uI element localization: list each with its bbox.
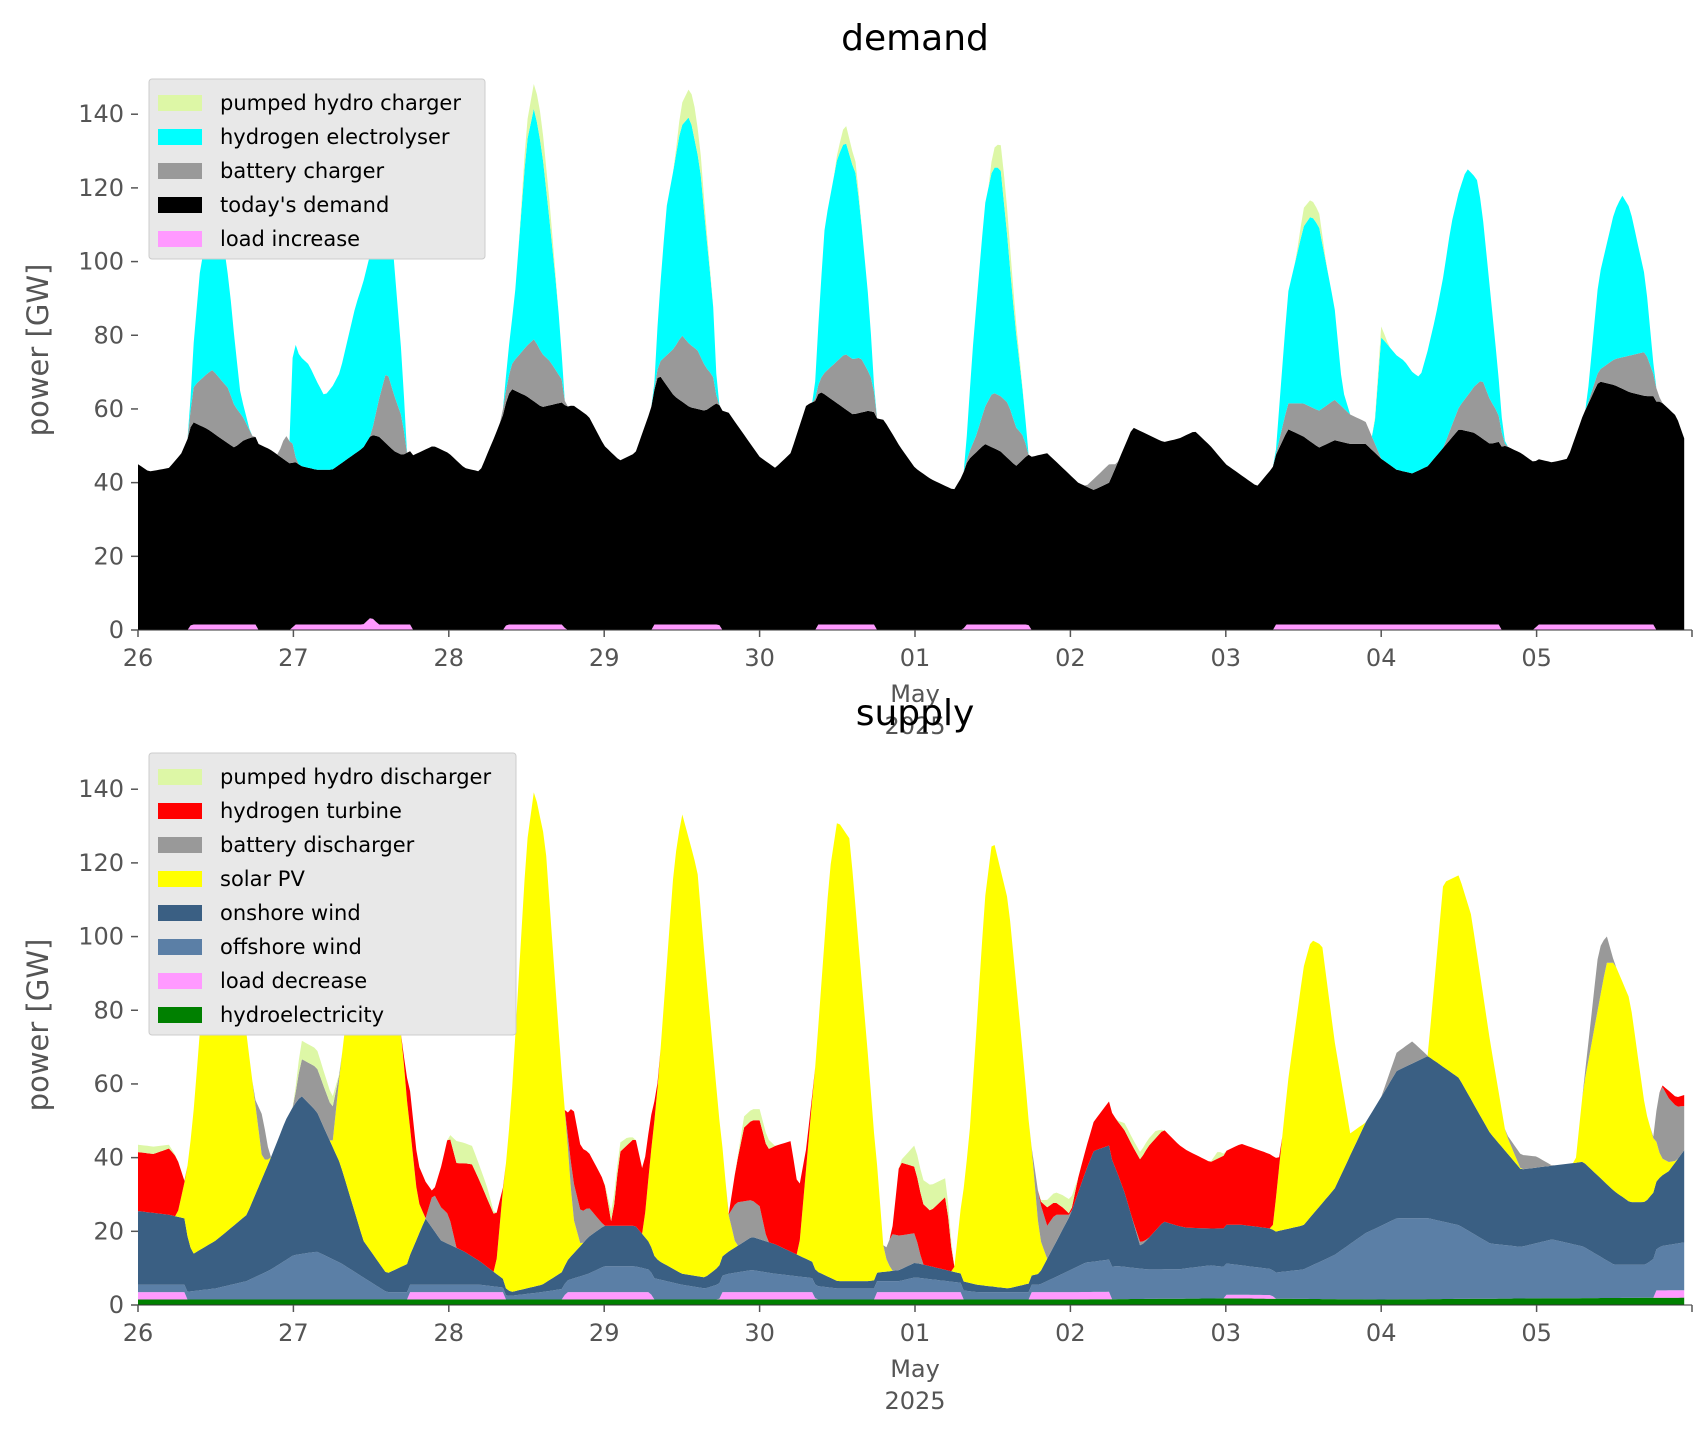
y-tick-label: 120: [78, 174, 124, 202]
y-axis-title: power [GW]: [21, 264, 55, 437]
x-tick-sublabel: May: [890, 1355, 940, 1383]
area-load-decrease: [138, 1290, 1685, 1300]
area-hydroelectricity: [138, 1297, 1685, 1305]
y-tick-label: 20: [93, 1217, 124, 1245]
legend-label-load-decrease: load decrease: [220, 969, 367, 993]
legend-box: [148, 752, 517, 1036]
x-tick-label: 27: [278, 644, 309, 672]
x-tick-label: 05: [1521, 644, 1552, 672]
x-tick-label: 02: [1055, 1319, 1086, 1347]
legend-box: [148, 78, 486, 260]
legend-swatch-today-s-demand: [158, 197, 202, 213]
legend-swatch-battery-charger: [158, 163, 202, 179]
legend-swatch-solar-pv: [158, 871, 202, 887]
x-tick-label: 02: [1055, 644, 1086, 672]
y-tick-label: 0: [109, 616, 124, 644]
y-tick-label: 120: [78, 849, 124, 877]
x-tick-sublabel: May: [890, 680, 940, 708]
area-solar-pv: [138, 792, 1685, 1292]
legend-label-battery-charger: battery charger: [220, 159, 385, 183]
area-battery-charger: [138, 335, 1685, 490]
area-onshore-wind: [138, 1056, 1685, 1296]
x-tick-label: 04: [1366, 644, 1397, 672]
y-tick-label: 100: [78, 248, 124, 276]
y-tick-label: 40: [93, 1144, 124, 1172]
y-axis-title: power [GW]: [21, 939, 55, 1112]
x-tick-label: 27: [278, 1319, 309, 1347]
x-tick-label: 28: [434, 1319, 465, 1347]
x-tick-label: 30: [744, 644, 775, 672]
y-tick-label: 100: [78, 923, 124, 951]
y-tick-label: 80: [93, 996, 124, 1024]
area-load-increase: [138, 618, 1685, 630]
chart-title: supply: [856, 693, 975, 734]
y-tick-label: 140: [78, 100, 124, 128]
legend-swatch-pumped-hydro-charger: [158, 95, 202, 111]
x-tick-label: 26: [123, 1319, 154, 1347]
legend-swatch-load-decrease: [158, 973, 202, 989]
x-tick-label: 26: [123, 644, 154, 672]
legend-swatch-pumped-hydro-discharger: [158, 769, 202, 785]
legend-label-hydrogen-electrolyser: hydrogen electrolyser: [220, 125, 450, 149]
legend-swatch-hydrogen-electrolyser: [158, 129, 202, 145]
x-tick-label: 30: [744, 1319, 775, 1347]
area-hydrogen-turbine: [138, 792, 1685, 1272]
x-tick-label: 28: [434, 644, 465, 672]
x-tick-sublabel: 2025: [884, 712, 945, 740]
x-tick-label: 01: [900, 1319, 931, 1347]
panel-supply: 0 20 40 60 80 100 120 140 26 27 28 29 30 01 May 2025 02 0…: [21, 693, 1693, 1415]
x-tick-label: 29: [589, 644, 620, 672]
legend-label-pumped-hydro-charger: pumped hydro charger: [220, 91, 461, 115]
legend-swatch-hydrogen-turbine: [158, 803, 202, 819]
y-tick-label: 80: [93, 321, 124, 349]
legend-label-load-increase: load increase: [220, 227, 360, 251]
panel-demand: 0 20 40 60 80 100 120 140 26 27 28 29 30 01 May 2025 02 0…: [21, 18, 1693, 740]
area-today-s-demand: [138, 376, 1685, 630]
legend-swatch-hydroelectricity: [158, 1007, 202, 1023]
legend-label-offshore-wind: offshore wind: [220, 935, 362, 959]
legend-swatch-battery-discharger: [158, 837, 202, 853]
legend-label-onshore-wind: onshore wind: [220, 901, 361, 925]
y-tick-label: 20: [93, 542, 124, 570]
y-tick-label: 60: [93, 395, 124, 423]
legend-swatch-onshore-wind: [158, 905, 202, 921]
y-tick-label: 0: [109, 1291, 124, 1319]
legend-label-hydroelectricity: hydroelectricity: [220, 1003, 384, 1027]
legend-swatch-load-increase: [158, 231, 202, 247]
legend-label-pumped-hydro-discharger: pumped hydro discharger: [220, 765, 491, 789]
legend-label-battery-discharger: battery discharger: [220, 833, 415, 857]
x-tick-label: 01: [900, 644, 931, 672]
x-tick-label: 29: [589, 1319, 620, 1347]
area-offshore-wind: [138, 1218, 1685, 1300]
chart-title: demand: [841, 18, 989, 59]
legend-label-solar-pv: solar PV: [220, 867, 305, 891]
y-tick-label: 60: [93, 1070, 124, 1098]
legend: pumped hydro charger hydrogen electrolyse…: [148, 78, 486, 260]
y-tick-label: 40: [93, 469, 124, 497]
x-tick-label: 03: [1211, 644, 1242, 672]
x-tick-label: 04: [1366, 1319, 1397, 1347]
legend-swatch-offshore-wind: [158, 939, 202, 955]
y-tick-label: 140: [78, 775, 124, 803]
x-tick-sublabel: 2025: [884, 1387, 945, 1415]
legend-label-hydrogen-turbine: hydrogen turbine: [220, 799, 402, 823]
legend: pumped hydro discharger hydrogen turbine b…: [148, 752, 517, 1036]
x-tick-label: 05: [1521, 1319, 1552, 1347]
legend-label-today-s-demand: today's demand: [220, 193, 389, 217]
area-hydrogen-electrolyser: [138, 108, 1685, 490]
x-tick-label: 03: [1211, 1319, 1242, 1347]
